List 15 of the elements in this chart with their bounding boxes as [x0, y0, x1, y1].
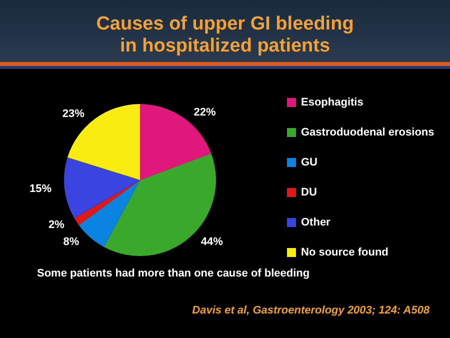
legend-label: No source found	[301, 246, 388, 258]
legend-label: Other	[301, 216, 332, 228]
data-label: 15%	[29, 183, 52, 196]
legend-label: DU	[301, 186, 317, 198]
data-label: 22%	[194, 106, 216, 119]
data-label: 8%	[63, 236, 80, 248]
legend-label: Esophagitis	[301, 96, 364, 108]
text: Some patients had more than one cause of bleeding	[37, 268, 310, 280]
data-label: 23%	[62, 108, 85, 120]
text: Davis et al, Gastroenterology 2003; 124: A508	[192, 304, 430, 316]
legend-label: GU	[301, 156, 318, 168]
chart-title: Causes of upper GI bleeding in hospitalized patients	[96, 14, 354, 56]
data-label: 44%	[200, 236, 224, 248]
legend-label: Gastroduodenal erosions	[301, 126, 434, 138]
data-label: 2%	[48, 218, 65, 231]
